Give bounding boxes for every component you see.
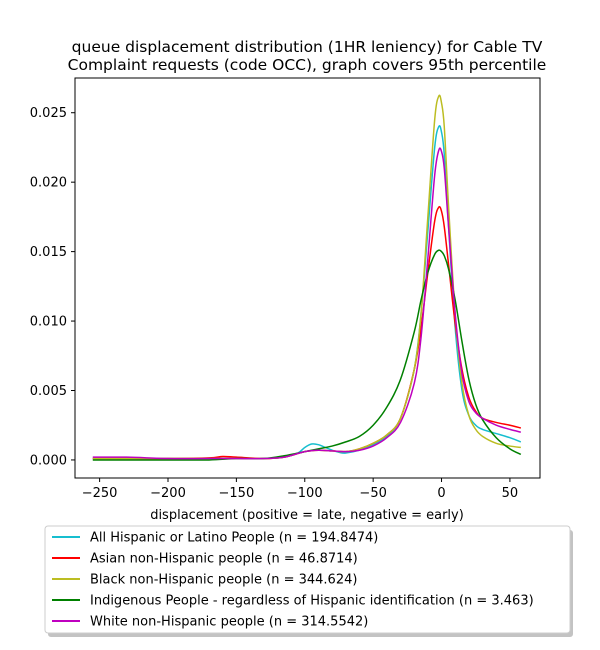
y-tick-label: 0.005 (30, 384, 67, 399)
x-tick-label: 0 (437, 486, 445, 501)
legend-label: All Hispanic or Latino People (n = 194.8… (90, 531, 378, 546)
legend-label: Asian non-Hispanic people (n = 46.8714) (90, 552, 358, 567)
x-tick-label: −250 (82, 486, 118, 501)
y-tick-label: 0.010 (30, 315, 67, 330)
series-line-5 (92, 147, 522, 460)
x-tick-label: −100 (287, 486, 323, 501)
plot-frame (74, 77, 541, 479)
x-tick-label: −50 (359, 486, 386, 501)
x-tick-label: −150 (219, 486, 255, 501)
y-axis-ticks: 0.000 0.005 0.010 0.015 0.020 0.025 (30, 106, 75, 468)
series-line-4 (92, 249, 522, 461)
chart-title-line-2: Complaint requests (code OCC), graph cov… (68, 56, 547, 74)
y-tick-label: 0.025 (30, 106, 67, 121)
y-tick-label: 0.015 (30, 245, 67, 260)
y-tick-label: 0.000 (30, 453, 67, 468)
x-axis-label: displacement (positive = late, negative … (150, 508, 464, 523)
chart-title-line-1: queue displacement distribution (1HR len… (72, 38, 543, 56)
legend: All Hispanic or Latino People (n = 194.8… (44, 525, 573, 637)
legend-box (44, 525, 571, 634)
legend-label: Black non-Hispanic people (n = 344.624) (90, 573, 357, 588)
y-tick-label: 0.020 (30, 176, 67, 191)
x-tick-label: 50 (502, 486, 519, 501)
legend-label: White non-Hispanic people (n = 314.5542) (90, 615, 368, 630)
legend-entries: All Hispanic or Latino People (n = 194.8… (52, 531, 534, 630)
series-line-3 (92, 94, 521, 460)
x-tick-label: −200 (150, 486, 186, 501)
x-axis-ticks: −250 −200 −150 −100 −50 0 50 (82, 478, 518, 501)
legend-label: Indigenous People - regardless of Hispan… (90, 594, 534, 609)
plot-series (92, 94, 522, 461)
series-line-1 (92, 125, 522, 460)
